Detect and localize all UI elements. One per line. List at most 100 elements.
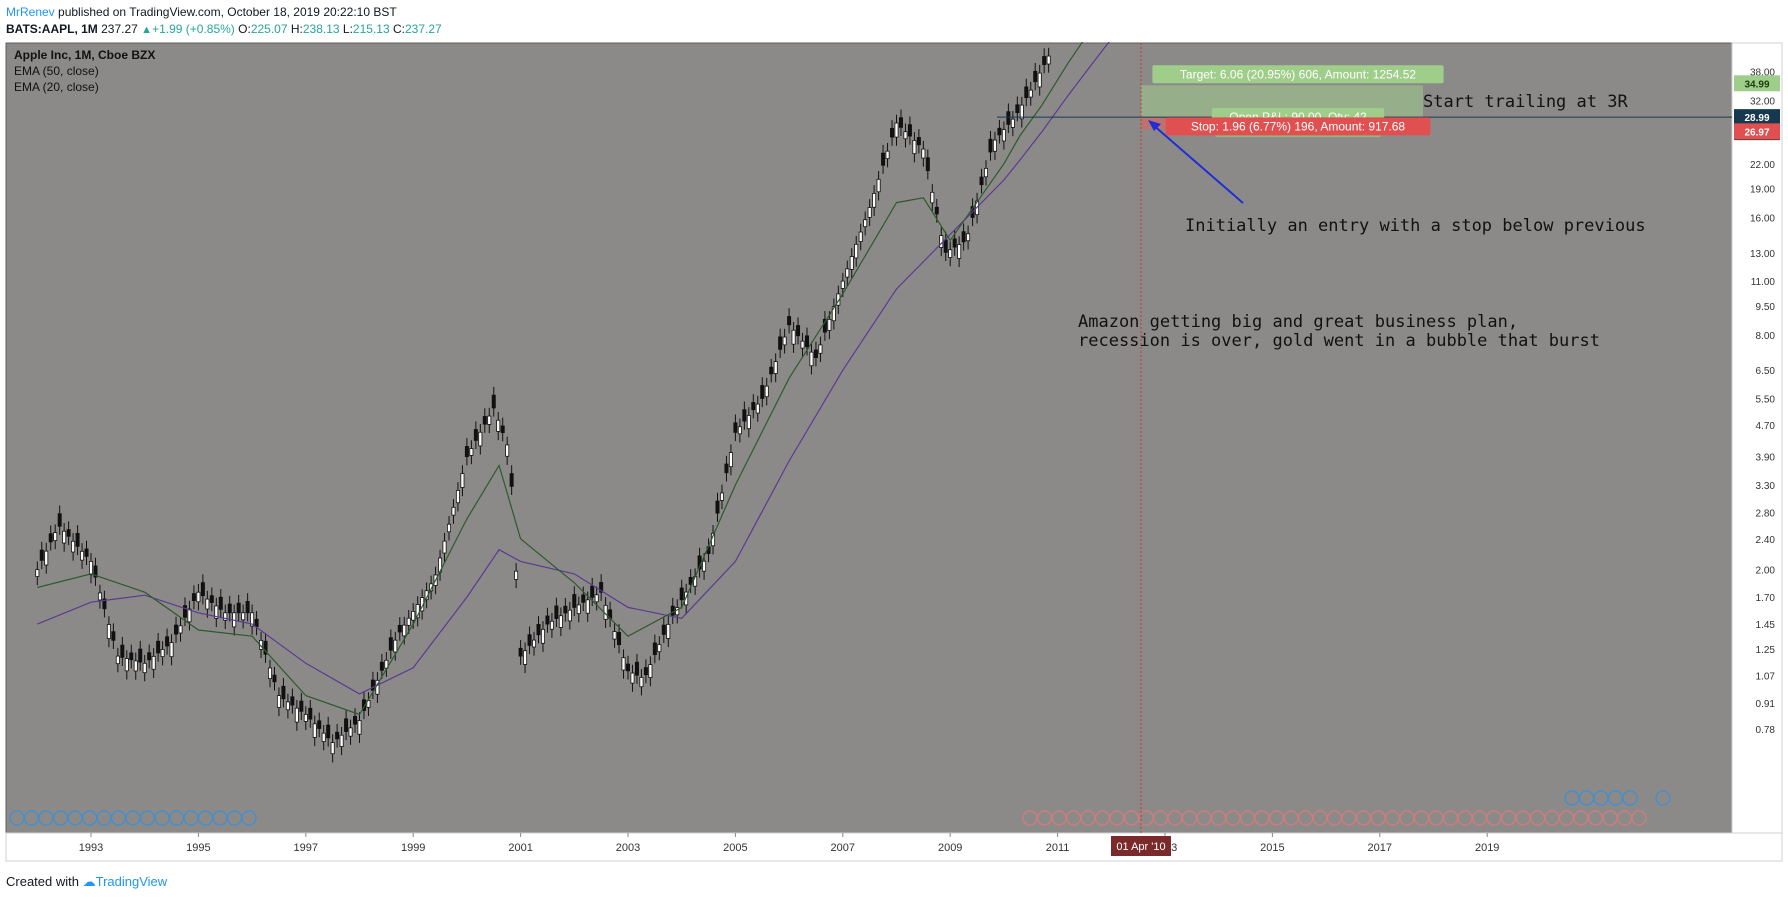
candle-193 <box>898 109 903 137</box>
candle-125 <box>594 586 599 611</box>
candle-88 <box>429 575 434 600</box>
ema-line-1 <box>37 42 1084 716</box>
price-tick-10: 3.90 <box>1756 453 1776 464</box>
candle-168 <box>787 308 792 334</box>
target-badge: Target: 6.06 (20.95%) 606, Amount: 1254.… <box>1152 65 1444 84</box>
author-link[interactable]: MrRenev <box>6 5 55 19</box>
candle-97 <box>469 440 474 465</box>
candle-109 <box>523 642 528 674</box>
candle-96 <box>464 438 469 466</box>
candle-46 <box>241 604 246 629</box>
candle-158 <box>742 401 747 430</box>
legend-ema20: EMA (20, close) <box>14 80 99 94</box>
price-tick-15: 9.50 <box>1756 302 1776 313</box>
candle-18 <box>115 647 120 673</box>
candle-166 <box>778 328 783 359</box>
price-tick-2: 1.07 <box>1756 672 1776 683</box>
price-tick-14: 8.00 <box>1756 331 1776 342</box>
candle-69 <box>344 710 349 741</box>
price-tick-23: 38.00 <box>1750 67 1775 78</box>
time-tick-6: 2005 <box>723 842 747 854</box>
annotation-trailing[interactable]: Start trailing at 3R <box>1423 92 1628 112</box>
ema-line-0 <box>37 42 1110 695</box>
candle-176 <box>822 311 827 341</box>
candle-29 <box>165 628 170 655</box>
candle-134 <box>634 653 639 684</box>
candle-135 <box>639 669 644 696</box>
annotation-amazon-line2[interactable]: recession is over, gold went in a bubble… <box>1078 331 1600 351</box>
candle-117 <box>558 607 563 637</box>
candle-137 <box>648 656 653 687</box>
candle-186 <box>867 199 872 227</box>
annotation-amazon-line1[interactable]: Amazon getting big and great business pl… <box>1078 312 1518 332</box>
price-tick-22: 32.00 <box>1750 96 1775 107</box>
price-tick-0: 0.78 <box>1756 725 1776 736</box>
candle-30 <box>169 634 174 666</box>
candle-47 <box>245 593 250 622</box>
candle-65 <box>326 716 331 747</box>
candle-213 <box>988 130 993 161</box>
svg-text:34.99: 34.99 <box>1744 79 1769 90</box>
candle-83 <box>406 610 411 634</box>
candle-181 <box>845 260 850 286</box>
candle-23 <box>138 640 143 671</box>
earnings-marker-42 <box>1631 810 1647 826</box>
candle-32 <box>178 617 183 642</box>
time-tick-9: 2011 <box>1046 842 1070 854</box>
symbol-label: BATS:AAPL, 1M <box>6 22 98 36</box>
candle-68 <box>339 726 344 756</box>
candle-141 <box>666 616 671 648</box>
time-tick-13: 2019 <box>1475 842 1499 854</box>
candle-169 <box>791 321 796 353</box>
candle-179 <box>836 285 841 314</box>
candle-221 <box>1024 78 1029 107</box>
candle-6 <box>62 523 67 552</box>
candle-98 <box>473 421 478 450</box>
candle-156 <box>733 414 738 442</box>
candle-24 <box>142 655 147 682</box>
candle-21 <box>129 644 134 669</box>
ohlc-open-value: 225.07 <box>250 22 288 36</box>
price-tick-6: 2.00 <box>1756 566 1776 577</box>
candle-95 <box>460 465 465 497</box>
footer: Created with ☁TradingView <box>6 874 167 890</box>
candle-75 <box>370 671 375 700</box>
candle-58 <box>294 699 299 731</box>
candle-198 <box>921 140 926 167</box>
candle-43 <box>227 595 232 622</box>
candle-146 <box>688 569 693 594</box>
candle-191 <box>890 120 895 146</box>
price-axis[interactable] <box>1731 42 1783 834</box>
candle-105 <box>505 436 510 465</box>
arrow-annotation[interactable] <box>1148 120 1244 204</box>
candle-11 <box>84 540 89 566</box>
ohlc-high-label: H: <box>290 22 303 36</box>
price-chart[interactable]: Target: 6.06 (20.95%) 606, Amount: 1254.… <box>5 42 1783 862</box>
chart-legend: Apple Inc, 1M, Cboe BZX EMA (50, close) … <box>14 48 155 94</box>
time-tick-3: 1999 <box>401 842 425 854</box>
candle-26 <box>151 648 156 678</box>
footer-brand-link[interactable]: TradingView <box>95 874 168 889</box>
candle-139 <box>657 636 662 661</box>
candle-66 <box>330 734 335 763</box>
svg-text:28.99: 28.99 <box>1744 113 1769 124</box>
candle-27 <box>156 632 161 662</box>
annotation-entry[interactable]: Initially an entry with a stop below pre… <box>1185 216 1646 236</box>
price-tick-12: 5.50 <box>1756 394 1776 405</box>
candle-1 <box>39 541 44 570</box>
price-tick-17: 13.00 <box>1750 249 1775 260</box>
candle-131 <box>621 649 626 679</box>
candle-218 <box>1010 110 1015 137</box>
candle-4 <box>53 524 58 550</box>
dividend-markers <box>9 790 1671 826</box>
time-tick-5: 2003 <box>616 842 640 854</box>
candle-171 <box>800 332 805 357</box>
dividend-marker-early-16 <box>241 810 257 826</box>
candle-107 <box>514 562 519 589</box>
candle-77 <box>379 653 384 679</box>
candle-25 <box>147 644 152 669</box>
candle-70 <box>348 719 353 745</box>
long-position-tool[interactable]: Target: 6.06 (20.95%) 606, Amount: 1254.… <box>997 65 1732 138</box>
candle-7 <box>66 521 71 545</box>
time-axis[interactable] <box>5 832 1783 862</box>
